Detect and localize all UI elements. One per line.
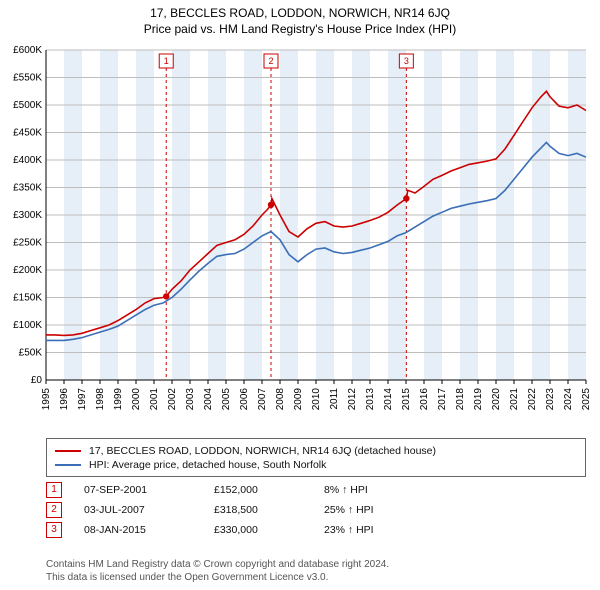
transaction-table: 1 07-SEP-2001 £152,000 8% ↑ HPI 2 03-JUL… xyxy=(46,480,586,540)
tx-diff: 8% ↑ HPI xyxy=(324,484,444,496)
tx-price: £318,500 xyxy=(214,504,324,516)
svg-text:£250K: £250K xyxy=(13,238,42,249)
legend-swatch-red xyxy=(55,450,81,452)
svg-text:2001: 2001 xyxy=(149,388,160,411)
svg-text:2010: 2010 xyxy=(311,388,322,411)
svg-text:2013: 2013 xyxy=(365,388,376,411)
tx-date: 03-JUL-2007 xyxy=(84,504,214,516)
svg-text:1: 1 xyxy=(164,56,169,66)
svg-text:2022: 2022 xyxy=(527,388,538,411)
svg-text:2012: 2012 xyxy=(347,388,358,411)
page-root: { "titles": { "line1": "17, BECCLES ROAD… xyxy=(0,0,600,590)
legend-row: HPI: Average price, detached house, Sout… xyxy=(55,458,577,472)
svg-text:£0: £0 xyxy=(31,375,43,386)
svg-text:2009: 2009 xyxy=(293,388,304,411)
svg-text:2000: 2000 xyxy=(131,388,142,411)
title-address: 17, BECCLES ROAD, LODDON, NORWICH, NR14 … xyxy=(0,6,600,20)
svg-text:3: 3 xyxy=(404,56,409,66)
svg-text:2018: 2018 xyxy=(455,388,466,411)
svg-text:2015: 2015 xyxy=(401,388,412,411)
tx-date: 08-JAN-2015 xyxy=(84,524,214,536)
svg-text:1997: 1997 xyxy=(77,388,88,411)
tx-marker-1: 1 xyxy=(46,482,62,498)
footer-attribution: Contains HM Land Registry data © Crown c… xyxy=(46,558,586,584)
svg-text:1996: 1996 xyxy=(59,388,70,411)
footer-line: This data is licensed under the Open Gov… xyxy=(46,571,586,584)
tx-diff: 23% ↑ HPI xyxy=(324,524,444,536)
svg-text:2016: 2016 xyxy=(419,388,430,411)
tx-date: 07-SEP-2001 xyxy=(84,484,214,496)
svg-text:1998: 1998 xyxy=(95,388,106,411)
legend-row: 17, BECCLES ROAD, LODDON, NORWICH, NR14 … xyxy=(55,444,577,458)
svg-text:1995: 1995 xyxy=(41,388,52,411)
footer-line: Contains HM Land Registry data © Crown c… xyxy=(46,558,586,571)
chart-titles: 17, BECCLES ROAD, LODDON, NORWICH, NR14 … xyxy=(0,0,600,36)
chart-area: £0 £50K £100K £150K £200K £250K £300K £350K £400… xyxy=(0,42,600,434)
svg-text:2017: 2017 xyxy=(437,388,448,411)
svg-text:2021: 2021 xyxy=(509,388,520,411)
tx-price: £330,000 xyxy=(214,524,324,536)
svg-text:£350K: £350K xyxy=(13,183,42,194)
svg-text:2019: 2019 xyxy=(473,388,484,411)
chart-svg: £0 £50K £100K £150K £200K £250K £300K £350K £400… xyxy=(0,42,600,434)
svg-text:£450K: £450K xyxy=(13,128,42,139)
svg-text:£50K: £50K xyxy=(19,348,43,359)
table-row: 2 03-JUL-2007 £318,500 25% ↑ HPI xyxy=(46,500,586,520)
svg-text:2: 2 xyxy=(268,56,273,66)
svg-text:£150K: £150K xyxy=(13,293,42,304)
svg-text:2025: 2025 xyxy=(581,388,592,411)
tx-marker-3: 3 xyxy=(46,522,62,538)
svg-text:£300K: £300K xyxy=(13,210,42,221)
svg-text:£100K: £100K xyxy=(13,320,42,331)
svg-text:2024: 2024 xyxy=(563,388,574,411)
svg-text:£550K: £550K xyxy=(13,73,42,84)
tx-marker-2: 2 xyxy=(46,502,62,518)
legend-label: 17, BECCLES ROAD, LODDON, NORWICH, NR14 … xyxy=(89,445,436,457)
svg-text:2007: 2007 xyxy=(257,388,268,411)
svg-text:2004: 2004 xyxy=(203,388,214,411)
title-subtitle: Price paid vs. HM Land Registry's House … xyxy=(0,22,600,36)
svg-text:£600K: £600K xyxy=(13,45,42,56)
svg-text:2002: 2002 xyxy=(167,388,178,411)
svg-text:2005: 2005 xyxy=(221,388,232,411)
svg-text:2011: 2011 xyxy=(329,388,340,410)
svg-text:2020: 2020 xyxy=(491,388,502,411)
legend-label: HPI: Average price, detached house, Sout… xyxy=(89,459,326,471)
svg-text:2003: 2003 xyxy=(185,388,196,411)
svg-text:£400K: £400K xyxy=(13,155,42,166)
legend: 17, BECCLES ROAD, LODDON, NORWICH, NR14 … xyxy=(46,438,586,477)
svg-text:2008: 2008 xyxy=(275,388,286,411)
tx-diff: 25% ↑ HPI xyxy=(324,504,444,516)
svg-text:2014: 2014 xyxy=(383,388,394,411)
svg-text:£500K: £500K xyxy=(13,100,42,111)
table-row: 3 08-JAN-2015 £330,000 23% ↑ HPI xyxy=(46,520,586,540)
table-row: 1 07-SEP-2001 £152,000 8% ↑ HPI xyxy=(46,480,586,500)
svg-text:£200K: £200K xyxy=(13,265,42,276)
tx-price: £152,000 xyxy=(214,484,324,496)
svg-text:2023: 2023 xyxy=(545,388,556,411)
svg-text:1999: 1999 xyxy=(113,388,124,411)
svg-text:2006: 2006 xyxy=(239,388,250,411)
legend-swatch-blue xyxy=(55,464,81,466)
